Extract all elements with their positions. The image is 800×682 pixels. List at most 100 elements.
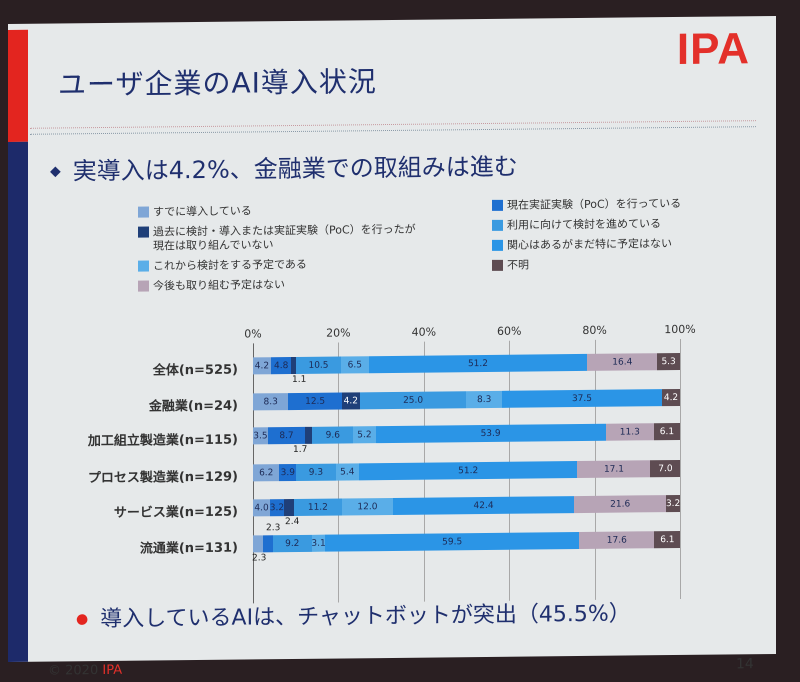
- legend-item: すでに導入している: [138, 202, 478, 220]
- bar-segment: 6.2: [253, 464, 280, 482]
- slide-accent-red: [8, 29, 28, 143]
- bar-segment: 53.9: [375, 423, 606, 444]
- legend-swatch-icon: [492, 239, 503, 251]
- legend-swatch-icon: [138, 226, 149, 238]
- bar-segment: 3.2: [666, 494, 680, 513]
- ipa-logo: IPA: [676, 24, 750, 74]
- external-data-label: 2.3: [252, 553, 267, 564]
- bar-segment: 3.5: [253, 427, 268, 445]
- bar-segment: 6.1: [653, 422, 680, 441]
- bar-segment: 8.3: [253, 393, 289, 411]
- legend-swatch-icon: [492, 199, 503, 211]
- bar-segment: [305, 426, 313, 444]
- external-data-label: 1.1: [292, 374, 307, 386]
- slide-title: ユーザ企業のAI導入状況: [58, 65, 377, 102]
- bar-segment: [253, 535, 263, 553]
- footer-org: IPA: [102, 662, 123, 679]
- bar-segment: 4.2: [253, 357, 271, 375]
- legend-item: 関心はあるがまだ特に予定はない: [492, 236, 732, 253]
- bar-segment: [283, 499, 294, 517]
- bar-segment: 17.6: [579, 531, 655, 550]
- legend-swatch-icon: [138, 260, 149, 272]
- legend-item: 過去に検討・導入または実証実験（PoC）を行ったが 現在は取り組んでいない: [138, 222, 478, 254]
- bar-segment: 11.3: [605, 423, 654, 441]
- x-tick-label: 40%: [411, 325, 437, 339]
- legend-label: これから検討をする予定である: [153, 257, 307, 273]
- external-data-label: 2.4: [285, 516, 300, 528]
- bar-segment: 59.5: [325, 532, 580, 552]
- bar-segment: 7.0: [650, 459, 681, 478]
- stacked-bar: 4.0 3.2 11.2 12.0 42.4 21.6 3.2: [253, 494, 680, 517]
- stacked-bar: 8.3 12.5 4.2 25.0 8.3 37.5 4.2: [253, 388, 680, 411]
- bar-segment: 8.7: [267, 426, 306, 445]
- legend-swatch-icon: [492, 219, 503, 231]
- category-label: 全体(n=525): [152, 362, 238, 379]
- x-tick-label: 80%: [582, 323, 607, 337]
- red-dot-bullet-icon: ●: [76, 611, 89, 628]
- legend-item: 利用に向けて検討を進めている: [492, 216, 732, 233]
- category-label: 加工組立製造業(n=115): [87, 432, 238, 450]
- bullet-text: 実導入は4.2%、金融業での取組みは進む: [72, 152, 518, 186]
- bar-segment: 17.1: [577, 460, 651, 479]
- bar-segment: 9.2: [272, 534, 312, 553]
- legend-item: これから検討をする予定である: [138, 256, 478, 274]
- bar-segment: 3.2: [270, 499, 284, 517]
- bar-segment: 42.4: [393, 496, 575, 515]
- bar-segment: 21.6: [574, 495, 667, 514]
- bullet-text: 導入しているAIは、チャットボットが突出（45.5%）: [100, 601, 631, 633]
- external-data-label: 1.7: [293, 444, 308, 456]
- bar-segment: 12.0: [341, 497, 394, 516]
- legend-label: すでに導入している: [153, 204, 252, 219]
- category-label: サービス業(n=125): [113, 504, 238, 521]
- bar-segment: 4.2: [662, 388, 680, 407]
- bullet-headline: ◆ 実導入は4.2%、金融業での取組みは進む: [50, 147, 518, 187]
- stacked-bar: 3.5 8.7 9.6 5.2 53.9 11.3 6.1: [253, 422, 680, 445]
- slide: ユーザ企業のAI導入状況 IPA ◆ 実導入は4.2%、金融業での取組みは進む す…: [8, 15, 776, 679]
- bar-segment: 5.3: [657, 352, 680, 371]
- legend-label: 今後も取り組む予定はない: [153, 278, 285, 293]
- legend-label: 関心はあるがまだ特に予定はない: [507, 237, 672, 252]
- legend-swatch-icon: [492, 259, 503, 271]
- bar-segment: 6.5: [340, 356, 369, 374]
- legend-label: 過去に検討・導入または実証実験（PoC）を行ったが 現在は取り組んでいない: [153, 222, 416, 253]
- legend-label: 現在実証実験（PoC）を行っている: [507, 196, 682, 212]
- page-number: 14: [736, 656, 754, 673]
- legend-item: 今後も取り組む予定はない: [138, 276, 478, 294]
- bar-segment: 9.3: [296, 463, 336, 481]
- stacked-bar: 4.2 4.8 10.5 6.5 51.2 16.4 5.3: [253, 352, 680, 375]
- chart-legend-left: すでに導入している過去に検討・導入または実証実験（PoC）を行ったが 現在は取り…: [138, 202, 478, 300]
- x-tick-label: 20%: [326, 326, 351, 340]
- stacked-bar: 9.2 3.1 59.5 17.6 6.1: [253, 530, 681, 553]
- bar-segment: 12.5: [288, 392, 342, 411]
- bar-segment: 9.6: [312, 426, 354, 444]
- legend-swatch-icon: [138, 280, 149, 292]
- external-data-label: 2.3: [266, 523, 281, 534]
- bar-segment: 3.9: [279, 463, 297, 482]
- bar-segment: 4.2: [341, 392, 360, 410]
- legend-label: 不明: [507, 258, 529, 272]
- category-label: プロセス製造業(n=129): [87, 469, 238, 487]
- stacked-bar: 6.2 3.9 9.3 5.4 51.2 17.1 7.0: [253, 459, 681, 482]
- category-label: 金融業(n=24): [148, 398, 238, 415]
- bar-segment: 4.8: [270, 357, 292, 375]
- bar-segment: 3.1: [311, 534, 326, 552]
- legend-swatch-icon: [138, 206, 149, 218]
- bar-segment: 51.2: [358, 461, 578, 481]
- bar-segment: 37.5: [501, 389, 663, 408]
- bar-segment: 6.1: [654, 530, 681, 549]
- x-tick-label: 100%: [664, 322, 696, 337]
- category-label: 流通業(n=131): [139, 540, 238, 557]
- bar-segment: 5.2: [353, 426, 376, 444]
- legend-label: 利用に向けて検討を進めている: [507, 217, 661, 232]
- copyright-text: © 2020: [48, 663, 99, 679]
- bar-segment: 5.4: [335, 463, 359, 481]
- bar-segment: 16.4: [587, 353, 658, 371]
- bar-segment: 8.3: [466, 390, 502, 409]
- legend-item: 不明: [492, 256, 732, 273]
- bar-segment: [262, 535, 273, 553]
- diamond-bullet-icon: ◆: [50, 163, 61, 180]
- bar-segment: 25.0: [359, 391, 467, 410]
- legend-item: 現在実証実験（PoC）を行っている: [492, 196, 732, 213]
- bar-segment: 10.5: [296, 356, 341, 374]
- bar-segment: 11.2: [293, 498, 342, 517]
